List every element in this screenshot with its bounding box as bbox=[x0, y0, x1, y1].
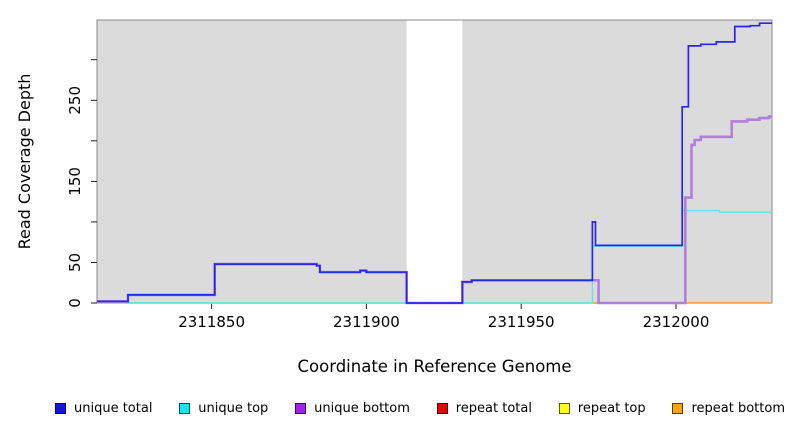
svg-text:2311900: 2311900 bbox=[333, 313, 400, 331]
svg-text:Coordinate in Reference Genome: Coordinate in Reference Genome bbox=[297, 357, 571, 376]
legend-label: unique total bbox=[74, 400, 153, 416]
legend-label: repeat top bbox=[577, 400, 646, 416]
svg-text:2312000: 2312000 bbox=[643, 313, 710, 331]
svg-text:150: 150 bbox=[66, 167, 84, 196]
legend-item-unique-total: unique total bbox=[55, 402, 152, 415]
svg-text:250: 250 bbox=[66, 86, 84, 115]
repeat-total-swatch-icon bbox=[436, 402, 448, 414]
legend-item-repeat-bottom: repeat bottom bbox=[672, 402, 785, 415]
svg-text:2311950: 2311950 bbox=[488, 313, 555, 331]
legend-item-unique-bottom: unique bottom bbox=[295, 402, 410, 415]
unique-total-swatch-icon bbox=[55, 402, 66, 414]
repeat-bottom-swatch-icon bbox=[672, 402, 684, 414]
svg-text:50: 50 bbox=[66, 253, 84, 272]
legend-item-unique-top: unique top bbox=[179, 402, 268, 415]
repeat-top-swatch-icon bbox=[558, 402, 570, 414]
svg-text:Read Coverage Depth: Read Coverage Depth bbox=[15, 74, 34, 250]
legend-label: unique bottom bbox=[314, 400, 410, 416]
legend-label: repeat total bbox=[455, 400, 532, 416]
legend: unique total unique top unique bottom re… bbox=[55, 397, 785, 419]
svg-text:0: 0 bbox=[66, 298, 84, 308]
legend-item-repeat-total: repeat total bbox=[436, 400, 532, 416]
svg-text:2311850: 2311850 bbox=[178, 313, 245, 331]
unique-bottom-swatch-icon bbox=[295, 402, 307, 414]
legend-label: repeat bottom bbox=[691, 400, 785, 416]
unique-top-swatch-icon bbox=[179, 402, 191, 414]
legend-label: unique top bbox=[198, 400, 269, 416]
legend-item-repeat-top: repeat top bbox=[558, 400, 646, 416]
